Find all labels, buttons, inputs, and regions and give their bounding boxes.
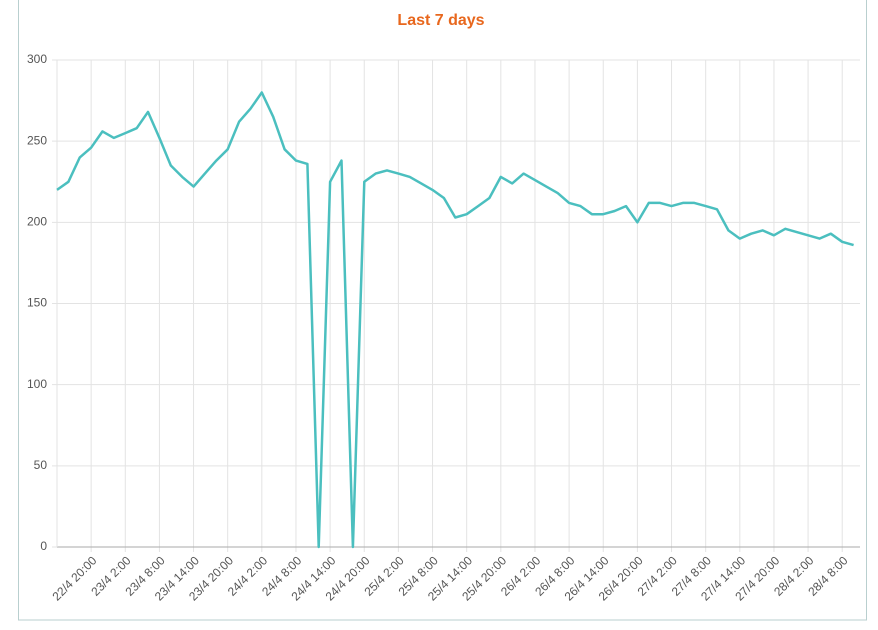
- y-tick-label: 250: [27, 133, 47, 147]
- y-tick-label: 50: [34, 458, 48, 472]
- chart-title: Last 7 days: [397, 12, 484, 29]
- y-tick-label: 150: [27, 296, 47, 310]
- y-tick-label: 0: [40, 539, 47, 553]
- y-tick-label: 300: [27, 52, 47, 66]
- y-tick-label: 100: [27, 377, 47, 391]
- y-tick-label: 200: [27, 215, 47, 229]
- chart-frame: [18, 0, 867, 621]
- x-tick-label: 22/4 20:00: [49, 553, 99, 603]
- data-line: [56, 91, 854, 549]
